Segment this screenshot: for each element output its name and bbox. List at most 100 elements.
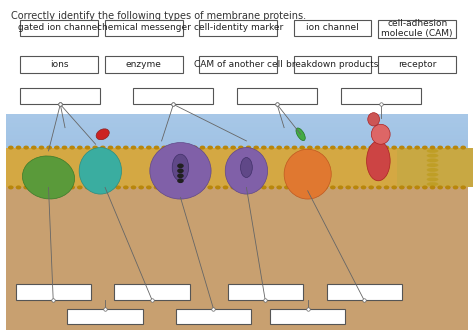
Circle shape — [399, 146, 405, 149]
Circle shape — [392, 146, 397, 149]
Circle shape — [100, 146, 106, 149]
Bar — [6, 139, 468, 143]
Circle shape — [230, 186, 236, 189]
Circle shape — [69, 186, 75, 189]
Circle shape — [253, 146, 259, 149]
Circle shape — [407, 146, 412, 149]
Circle shape — [460, 186, 466, 189]
Circle shape — [46, 186, 52, 189]
Circle shape — [8, 186, 14, 189]
Ellipse shape — [284, 149, 331, 199]
Circle shape — [337, 186, 343, 189]
Ellipse shape — [427, 163, 438, 167]
Circle shape — [123, 186, 128, 189]
Circle shape — [445, 146, 451, 149]
Circle shape — [100, 186, 106, 189]
Ellipse shape — [427, 173, 438, 177]
Ellipse shape — [368, 113, 380, 126]
FancyBboxPatch shape — [133, 88, 213, 105]
Circle shape — [376, 186, 382, 189]
Circle shape — [115, 186, 121, 189]
Circle shape — [54, 146, 60, 149]
Circle shape — [177, 169, 184, 173]
Circle shape — [368, 146, 374, 149]
Bar — [6, 131, 468, 135]
Circle shape — [8, 146, 14, 149]
Circle shape — [392, 186, 397, 189]
Ellipse shape — [225, 147, 268, 194]
Ellipse shape — [22, 156, 74, 199]
Circle shape — [307, 146, 313, 149]
Circle shape — [238, 186, 244, 189]
FancyBboxPatch shape — [20, 88, 100, 105]
Circle shape — [330, 146, 336, 149]
Circle shape — [438, 186, 443, 189]
Ellipse shape — [150, 143, 211, 199]
Circle shape — [383, 146, 389, 149]
Circle shape — [330, 186, 336, 189]
Circle shape — [322, 146, 328, 149]
FancyBboxPatch shape — [293, 56, 371, 73]
Circle shape — [138, 186, 144, 189]
Circle shape — [414, 186, 420, 189]
FancyBboxPatch shape — [228, 284, 303, 300]
Circle shape — [453, 146, 458, 149]
Circle shape — [307, 186, 313, 189]
FancyBboxPatch shape — [199, 20, 277, 36]
Circle shape — [361, 186, 366, 189]
FancyBboxPatch shape — [105, 20, 183, 36]
Bar — [6, 119, 468, 123]
Circle shape — [16, 146, 21, 149]
Circle shape — [246, 146, 251, 149]
Circle shape — [300, 146, 305, 149]
Circle shape — [315, 186, 320, 189]
FancyBboxPatch shape — [115, 284, 190, 300]
FancyBboxPatch shape — [199, 56, 277, 73]
Circle shape — [361, 146, 366, 149]
Circle shape — [322, 186, 328, 189]
Bar — [397, 147, 473, 188]
Text: receptor: receptor — [398, 60, 437, 69]
Circle shape — [200, 146, 205, 149]
Ellipse shape — [371, 124, 390, 144]
FancyBboxPatch shape — [293, 20, 371, 36]
Circle shape — [146, 186, 152, 189]
Circle shape — [284, 146, 290, 149]
Circle shape — [346, 186, 351, 189]
Circle shape — [422, 186, 428, 189]
Circle shape — [39, 146, 44, 149]
Circle shape — [177, 179, 184, 183]
FancyBboxPatch shape — [20, 20, 98, 36]
Circle shape — [215, 146, 221, 149]
Ellipse shape — [172, 154, 189, 181]
Circle shape — [77, 186, 82, 189]
Circle shape — [23, 146, 29, 149]
FancyBboxPatch shape — [237, 88, 317, 105]
Circle shape — [438, 146, 443, 149]
Ellipse shape — [427, 149, 438, 153]
Bar — [6, 127, 468, 131]
FancyBboxPatch shape — [176, 309, 251, 324]
Ellipse shape — [296, 128, 305, 141]
Bar — [6, 114, 468, 119]
Ellipse shape — [79, 147, 121, 194]
Circle shape — [399, 186, 405, 189]
Text: CAM of another cell: CAM of another cell — [194, 60, 283, 69]
Bar — [6, 123, 468, 127]
Circle shape — [177, 174, 184, 178]
Circle shape — [422, 146, 428, 149]
Circle shape — [85, 186, 91, 189]
Circle shape — [238, 146, 244, 149]
Text: Correctly identify the following types of membrane proteins.: Correctly identify the following types o… — [11, 11, 306, 21]
Text: ions: ions — [50, 60, 68, 69]
Circle shape — [207, 186, 213, 189]
Circle shape — [154, 146, 159, 149]
Circle shape — [108, 146, 113, 149]
Bar — [6, 114, 468, 147]
Circle shape — [131, 146, 137, 149]
Bar — [6, 135, 468, 139]
Circle shape — [460, 146, 466, 149]
Text: cell-identity marker: cell-identity marker — [193, 23, 283, 32]
FancyBboxPatch shape — [67, 309, 143, 324]
Bar — [6, 143, 468, 147]
